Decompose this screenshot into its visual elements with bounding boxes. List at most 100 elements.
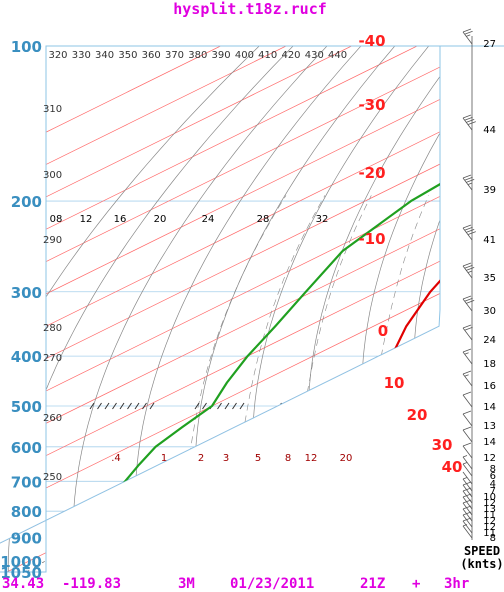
wind-speed-label-10: 13 <box>483 421 496 432</box>
wind-barb-5 <box>462 295 475 312</box>
mixing-ratio-label-lower-7: 20 <box>340 453 353 464</box>
wind-barb-flag <box>464 226 473 231</box>
wind-speed-label-2: 39 <box>483 185 496 196</box>
wind-speed-label-16: 7 <box>490 486 496 497</box>
pressure-label-400: 400 <box>11 348 42 366</box>
footer-plus: + <box>412 576 420 592</box>
wind-barb-flag <box>462 324 472 329</box>
footer: 34.43 -119.83 3M 01/23/2011 21Z + 3hr <box>2 576 469 592</box>
wind-speed-label-9: 14 <box>483 402 496 413</box>
wind-barb-23 <box>462 517 473 534</box>
wind-speed-label-12: 12 <box>483 453 496 464</box>
footer-date: 01/23/2011 <box>230 576 314 592</box>
mixing-ratio-hash <box>112 402 117 410</box>
wind-barb-flag <box>462 511 472 516</box>
wind-barb-flag <box>467 231 476 235</box>
wind-barb-flag <box>466 119 475 123</box>
wind-speed-label-21: 12 <box>483 516 496 527</box>
wind-barb-staff <box>462 445 473 459</box>
theta-labels: 320 330 340 350 360 370 380 390 400 410 420 430 4403… <box>43 50 347 483</box>
wind-barb-8 <box>462 370 473 387</box>
theta-label-310: 310 <box>43 104 62 115</box>
speed-title: SPEED <box>464 544 500 558</box>
wind-barb-staff <box>462 478 473 492</box>
wind-barb-1 <box>462 114 476 131</box>
mixing-ratio-hash <box>119 402 125 410</box>
wind-speed-label-20: 11 <box>483 510 496 521</box>
theta-label-370: 370 <box>165 50 184 61</box>
wind-barb-22 <box>462 511 473 528</box>
wind-barb-24 <box>462 524 473 539</box>
wind-speed-label-19: 13 <box>483 504 496 515</box>
isotherm-right-label--30: -30 <box>358 96 385 114</box>
wind-speed-label-18: 12 <box>483 498 496 509</box>
pressure-label-1050: 1050 <box>0 564 42 582</box>
theta-label-270: 270 <box>43 353 62 364</box>
wind-barb-flag <box>467 121 476 125</box>
mixing-ratio-label-lower-2: 2 <box>198 453 204 464</box>
wind-speed-label-22: 12 <box>483 522 496 533</box>
isotherm--70 <box>0 46 504 572</box>
wind-barb-flag <box>466 229 475 233</box>
wind-barb-19 <box>462 493 473 510</box>
wind-barb-staff <box>462 514 473 528</box>
wind-barb-flag <box>462 442 472 447</box>
wind-barb-flag <box>462 487 472 492</box>
theta-label-260: 260 <box>43 413 62 424</box>
mixing-ratio-hash <box>104 402 110 410</box>
wind-barb-flag <box>462 493 472 498</box>
theta-label-440: 440 <box>328 50 347 61</box>
plot-area <box>0 45 504 573</box>
isotherm--150 <box>0 46 287 572</box>
theta-label-430: 430 <box>305 50 324 61</box>
mixing-ratio-label-upper-1: 12 <box>80 214 93 225</box>
speed-units: (knts) <box>460 557 503 571</box>
wind-barb-17 <box>462 481 473 498</box>
mixing-ratio-hash <box>134 402 140 410</box>
isotherm-right-label-0: 0 <box>378 322 388 340</box>
wind-barb-half <box>467 270 472 273</box>
mixing-ratio-hash <box>194 402 200 410</box>
mixing-ratio-label-lower-0: .4 <box>111 453 121 464</box>
wind-barb-14 <box>462 462 473 477</box>
footer-forecast: 3hr <box>444 576 469 592</box>
mixing-ratio-label-upper-3: 20 <box>154 214 167 225</box>
isotherm--120 <box>0 46 483 572</box>
footer-latitude: 34.43 <box>2 576 44 592</box>
wind-speed-label-4: 35 <box>483 273 496 284</box>
wind-speed-label-23: 11 <box>483 528 496 539</box>
wind-speed-label-17: 10 <box>483 492 496 503</box>
wind-speed-label-7: 18 <box>483 359 496 370</box>
wind-speed-label-13: 8 <box>490 464 496 475</box>
pressure-label-900: 900 <box>11 530 42 548</box>
mixing-ratio-hash <box>239 402 245 410</box>
theta-label-400: 400 <box>235 50 254 61</box>
isotherm-right-label--20: -20 <box>358 164 385 182</box>
wind-barb-flag <box>462 370 472 375</box>
wind-barb-flag <box>462 410 472 415</box>
theta-label-280: 280 <box>43 323 62 334</box>
wind-barb-half <box>462 462 468 465</box>
wind-barb-flag <box>464 264 473 269</box>
wind-barb-staff <box>462 490 473 504</box>
isotherm-right-label-40: 40 <box>442 458 463 476</box>
isotherm-right-label--10: -10 <box>358 230 385 248</box>
wind-barb-11 <box>462 426 473 443</box>
wind-speed-label-8: 16 <box>483 381 496 392</box>
wind-speed-label-15: 4 <box>490 479 496 490</box>
pressure-label-300: 300 <box>11 284 42 302</box>
wind-barb-12 <box>462 442 473 459</box>
theta-label-360: 360 <box>142 50 161 61</box>
wind-barb-flag <box>462 391 472 396</box>
pressure-label-1000: 1000 <box>0 553 42 571</box>
mixing-ratio-label-lower-1: 1 <box>161 453 167 464</box>
wind-barb-flag <box>462 499 472 504</box>
wind-barb-flag <box>466 267 475 271</box>
wind-barb-half <box>462 455 468 458</box>
wind-speed-label-24: 8 <box>490 533 496 544</box>
wind-barb-4 <box>462 262 475 279</box>
mixing-ratio-label-lower-4: 5 <box>255 453 261 464</box>
wind-barb-staff <box>462 265 473 279</box>
